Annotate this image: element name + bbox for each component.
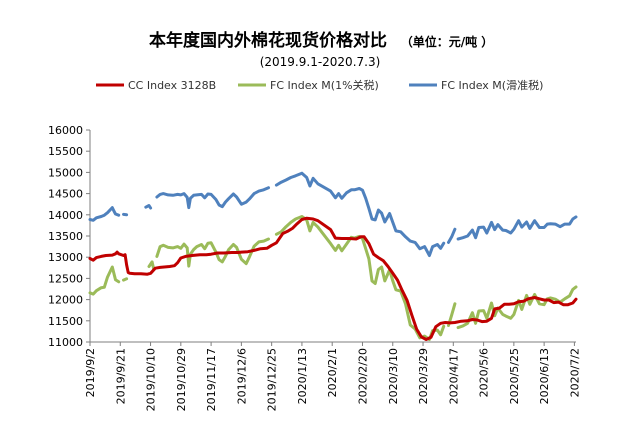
plot-area [88, 171, 578, 341]
y-tick-label: 15000 [48, 166, 83, 179]
x-tick-label: 2019/11/17 [205, 348, 218, 411]
y-tick-label: 14500 [48, 188, 83, 201]
x-tick-label: 2020/4/17 [447, 348, 460, 404]
series-segment [122, 277, 129, 282]
x-tick-label: 2020/3/29 [417, 348, 430, 404]
chart-title: 本年度国内外棉花现货价格对比 [149, 30, 387, 51]
chart-unit: （单位：元/吨 ） [401, 34, 494, 49]
series-segment [155, 186, 270, 210]
series-line-cc-index [88, 216, 578, 341]
series-segment [155, 237, 270, 268]
y-tick-label: 12500 [48, 272, 83, 285]
y-tick-label: 11500 [48, 315, 83, 328]
series-segment [456, 215, 578, 241]
series-segment [274, 171, 446, 257]
x-tick-label: 2019/12/6 [235, 348, 248, 404]
x-tick-label: 2020/6/13 [538, 348, 551, 404]
x-tick-label: 2019/10/10 [145, 348, 158, 411]
y-tick-label: 14000 [48, 209, 83, 222]
x-tick-label: 2020/7/2 [568, 348, 581, 397]
x-tick-label: 2020/3/10 [387, 348, 400, 404]
series-segment [147, 260, 156, 271]
x-tick-label: 2020/5/25 [508, 348, 521, 404]
y-tick-label: 13500 [48, 230, 83, 243]
y-axis: 11000 11500 12000 12500 13000 13500 14000 14500… [48, 124, 91, 349]
y-tick-label: 12000 [48, 294, 83, 307]
x-tick-label: 2019/9/2 [84, 348, 97, 397]
x-tick-label: 2019/9/21 [114, 348, 127, 404]
legend-label-cc-index: CC Index 3128B [128, 79, 216, 92]
series-segment [456, 285, 578, 330]
series-segment [274, 215, 446, 341]
x-tick-label: 2019/12/25 [266, 348, 279, 411]
legend-label-fc-index-sliding: FC Index M(滑准税) [441, 78, 543, 92]
x-tick-label: 2020/5/6 [478, 348, 491, 397]
series-segment [88, 265, 121, 296]
series-segment [447, 227, 457, 244]
series-segment [144, 204, 153, 210]
chart-subtitle: (2019.9.1-2020.7.3) [260, 55, 381, 69]
legend: CC Index 3128B FC Index M(1%关税) FC Index… [96, 78, 543, 92]
x-tick-label: 2020/2/1 [326, 348, 339, 397]
legend-label-fc-index-1pct: FC Index M(1%关税) [270, 78, 379, 92]
y-tick-label: 16000 [48, 124, 83, 137]
x-tick-label: 2020/1/13 [296, 348, 309, 404]
y-tick-label: 13000 [48, 251, 83, 264]
series-segment [88, 206, 121, 222]
series-segment [88, 216, 578, 341]
y-tick-label: 15500 [48, 145, 83, 158]
x-tick-label: 2020/2/20 [356, 348, 369, 404]
y-tick-label: 11000 [48, 336, 83, 349]
series-line-fc-index-sliding [88, 171, 578, 257]
x-tick-label: 2019/10/29 [175, 348, 188, 411]
x-axis: 2019/9/2 2019/9/21 2019/10/10 2019/10/29 201… [84, 341, 581, 411]
